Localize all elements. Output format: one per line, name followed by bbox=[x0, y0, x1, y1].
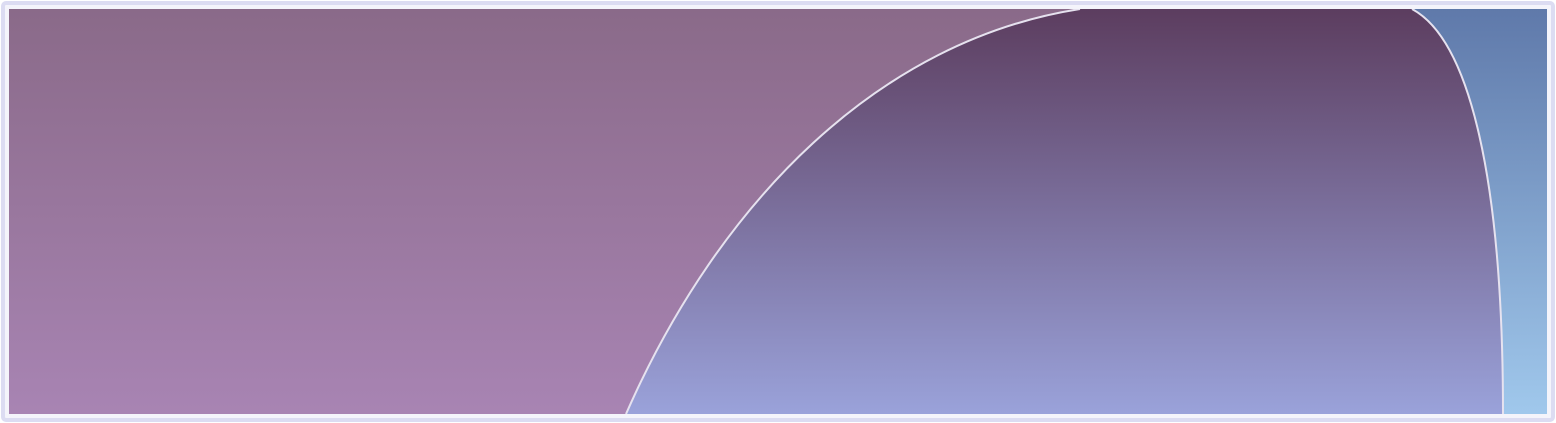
left-panel bbox=[9, 9, 1080, 414]
right-curve-line bbox=[1411, 9, 1504, 414]
left-curve-line bbox=[625, 9, 1081, 414]
